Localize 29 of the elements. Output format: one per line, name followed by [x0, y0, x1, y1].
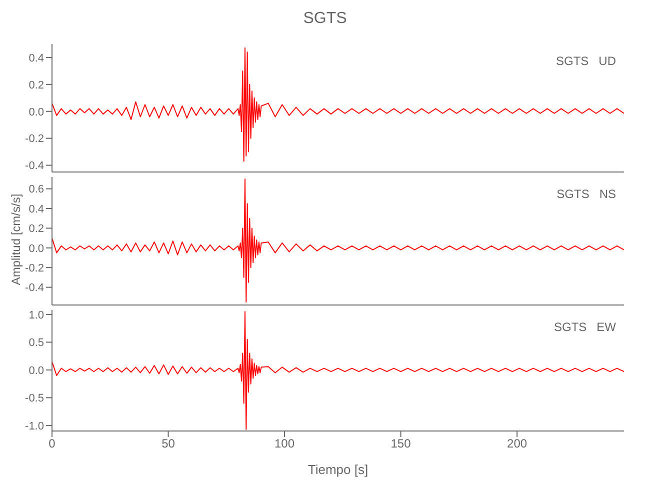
- y-tick-label: -1.0: [25, 420, 44, 432]
- annotation: SGTS NS: [556, 187, 616, 201]
- x-tick-label: 150: [390, 436, 412, 451]
- y-tick-label: 0.0: [28, 242, 44, 255]
- y-tick-label: -0.2: [25, 133, 44, 146]
- y-tick-label: 0.4: [28, 52, 44, 64]
- line-series: [52, 48, 624, 162]
- x-axis-title: Tiempo [s]: [306, 462, 370, 477]
- y-tick-label: 1.0: [28, 309, 44, 322]
- y-tick-label: 0.4: [28, 203, 44, 216]
- x-tick-label: 100: [274, 436, 295, 451]
- y-tick-label: 0.2: [28, 223, 44, 236]
- x-tick-label: 200: [507, 436, 528, 451]
- y-tick-label: 0.0: [28, 364, 44, 377]
- y-tick-label: -0.5: [25, 392, 44, 405]
- annotation: SGTS UD: [556, 54, 616, 68]
- y-tick-label: 0.2: [28, 79, 44, 92]
- chart-title: SGTS: [302, 10, 348, 28]
- y-tick-label: -0.4: [25, 282, 44, 294]
- y-tick-label: 0.0: [28, 106, 44, 118]
- y-tick-label: 0.6: [28, 184, 44, 196]
- y-tick-label: -0.2: [25, 262, 44, 274]
- annotation: SGTS EW: [554, 320, 616, 334]
- x-tick-label: 50: [162, 436, 176, 451]
- y-axis-title: Amplitud [cm/s/s]: [9, 194, 23, 286]
- y-tick-label: 0.5: [28, 337, 44, 350]
- y-tick-label: -0.4: [25, 160, 44, 172]
- line-series: [52, 178, 624, 303]
- x-tick-label: 0: [48, 436, 56, 451]
